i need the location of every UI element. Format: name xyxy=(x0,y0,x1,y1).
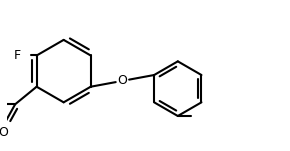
Text: F: F xyxy=(14,49,21,62)
Text: O: O xyxy=(117,74,127,87)
Text: O: O xyxy=(0,126,8,139)
